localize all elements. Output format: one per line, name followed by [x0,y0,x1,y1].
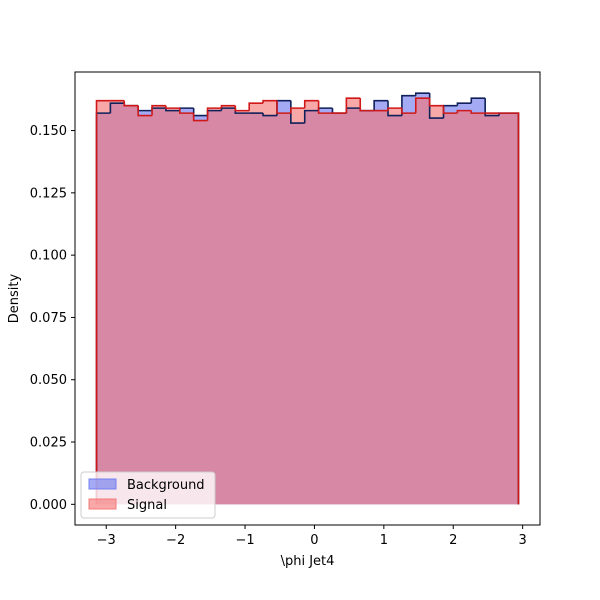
signal-bin-8 [206,107,222,121]
signal-bin-7 [192,113,208,122]
background-bin-20 [373,99,389,111]
signal-bin-3 [137,105,153,117]
background-bin-12 [262,113,277,117]
legend-swatch-background [88,478,117,490]
signal-bin-27 [470,110,486,114]
background-bin-1 [109,102,125,114]
signal-bin-4 [151,104,166,116]
x-tick-label: −2 [166,533,185,548]
signal-bin-24 [428,98,444,107]
x-tick-label: −3 [97,533,116,548]
y-tick-label: 0.100 [30,249,67,264]
y-tick-label: 0.025 [30,436,67,451]
axes-frame [74,71,541,526]
signal-bin-26 [456,109,472,114]
signal-bin-6 [178,108,194,114]
signal-fill-area [96,98,519,505]
signal-bin-15 [303,99,319,109]
y-tick-label: 0.050 [30,373,67,388]
signal-bin-29 [499,112,520,505]
y-tick-label: 0.000 [30,498,67,513]
y-tick-label: 0.125 [30,186,67,201]
background-bin-26 [456,102,472,106]
background-bin-23 [414,92,430,96]
x-tick-label: 2 [449,533,457,548]
background-bin-28 [484,98,500,117]
signal-bin-22 [401,108,416,114]
background-bin-21 [387,100,402,117]
legend-label-signal: Signal [127,498,167,513]
signal-bin-23 [414,97,430,114]
x-tick-label: −1 [235,533,254,548]
signal-bin-21 [387,107,402,111]
signal-bin-0 [95,99,111,505]
signal-bin-14 [290,107,305,114]
y-axis-label: Density [7,273,22,323]
signal-bin-18 [345,97,361,114]
x-tick-label: 3 [519,533,527,548]
legend-label-background: Background [127,478,205,493]
signal-bin-5 [165,105,180,109]
x-axis-label: \phi Jet4 [281,554,335,569]
signal-bin-11 [248,102,264,111]
signal-bin-12 [262,99,277,104]
signal-bin-25 [442,105,458,114]
y-tick-label: 0.075 [30,311,67,326]
background-bin-5 [165,108,180,112]
signal-bin-9 [220,104,236,109]
legend-swatch-signal [88,498,117,510]
background-bin-15 [303,109,319,124]
signal-bin-10 [234,105,250,112]
y-tick-label: 0.150 [30,124,67,139]
signal-bin-16 [317,100,333,114]
signal-bins [95,97,520,505]
x-tick-label: 1 [380,533,388,548]
signal-bin-13 [276,100,291,114]
signal-bin-19 [359,98,375,112]
signal-bin-2 [123,100,139,107]
background-bin-27 [470,97,486,104]
x-tick-label: 0 [310,533,318,548]
